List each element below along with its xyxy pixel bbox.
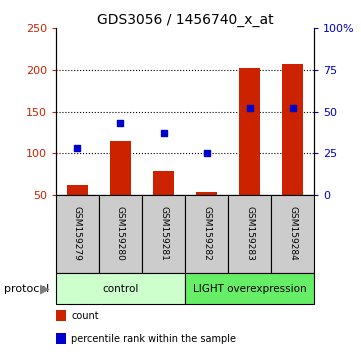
Bar [56,195,99,273]
Bar [196,192,217,195]
Bar [142,195,185,273]
Text: count: count [71,311,99,321]
Point [290,105,295,111]
Bar [282,64,303,195]
Text: LIGHT overexpression: LIGHT overexpression [193,284,306,293]
Bar [110,141,131,195]
Text: GSM159279: GSM159279 [73,206,82,261]
Title: GDS3056 / 1456740_x_at: GDS3056 / 1456740_x_at [97,13,273,27]
Point [161,130,166,136]
Text: protocol: protocol [4,284,49,293]
Bar [153,171,174,195]
Point [75,145,81,151]
Text: GSM159280: GSM159280 [116,206,125,261]
Text: ▶: ▶ [40,282,50,295]
Text: control: control [102,284,139,293]
Bar [239,68,260,195]
Text: GSM159284: GSM159284 [288,206,297,261]
Bar [56,273,185,304]
Bar [185,195,228,273]
Point [118,120,123,126]
Text: GSM159281: GSM159281 [159,206,168,261]
Bar [56,333,66,344]
Bar [67,185,88,195]
Bar [271,195,314,273]
Text: GSM159283: GSM159283 [245,206,254,261]
Text: GSM159282: GSM159282 [202,206,211,261]
Bar [228,195,271,273]
Bar [99,195,142,273]
Text: percentile rank within the sample: percentile rank within the sample [71,334,236,344]
Bar [185,273,314,304]
Bar [56,310,66,321]
Point [204,150,209,156]
Point [247,105,252,111]
